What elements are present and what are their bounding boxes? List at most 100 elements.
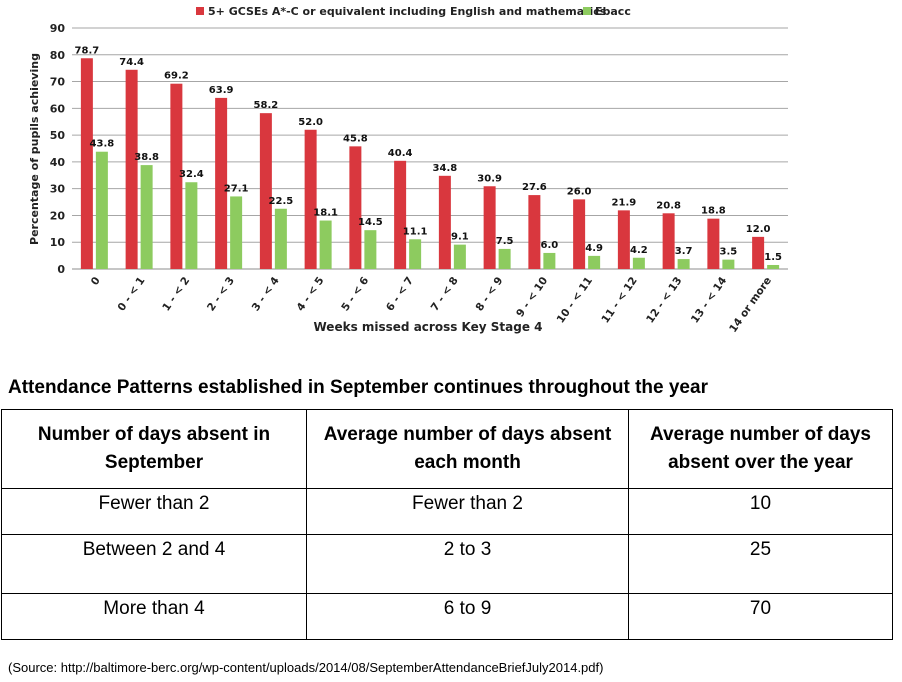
data-label-gcse: 45.8 [343, 133, 368, 144]
bar-ebacc [588, 255, 601, 269]
bar-gcse [215, 97, 228, 269]
bar-ebacc [453, 244, 466, 269]
data-label-gcse: 12.0 [746, 224, 771, 235]
data-label-ebacc: 32.4 [179, 169, 204, 180]
x-tick-label: 3 - < 4 [250, 275, 282, 314]
data-label-ebacc: 3.7 [675, 246, 693, 257]
x-tick-label: 12 - < 13 [644, 275, 684, 326]
x-tick-label: 8 - < 9 [474, 275, 506, 314]
data-label-ebacc: 4.2 [630, 245, 648, 256]
x-tick-label: 1 - < 2 [160, 275, 192, 314]
data-label-gcse: 78.7 [75, 45, 100, 56]
x-tick-label: 14 or more [727, 275, 774, 335]
x-tick-label: 6 - < 7 [384, 275, 416, 314]
table-cell: Between 2 and 4 [1, 534, 307, 594]
y-tick-label: 30 [50, 183, 66, 196]
data-label-gcse: 69.2 [164, 71, 189, 82]
data-label-gcse: 27.6 [522, 182, 547, 193]
data-label-ebacc: 9.1 [451, 232, 469, 243]
source-citation: (Source: http://baltimore-berc.org/wp-co… [8, 660, 604, 675]
bar-chart: 5+ GCSEs A*-C or equivalent including En… [28, 5, 788, 335]
bar-ebacc [140, 165, 153, 269]
chart-data-labels: 78.7 43.8 74.4 38.8 69.2 32.4 63.9 27.1 58.2 22.5… [75, 45, 782, 263]
data-label-gcse: 63.9 [209, 85, 234, 96]
bar-gcse [438, 175, 451, 269]
bar-gcse [170, 83, 183, 269]
y-tick-label: 0 [57, 263, 65, 276]
attendance-table: Number of days absent in September Avera… [1, 409, 893, 640]
bar-ebacc [722, 259, 735, 269]
x-tick-label: 10 - < 11 [555, 275, 595, 326]
data-label-ebacc: 22.5 [269, 196, 294, 207]
y-axis-label: Percentage of pupils achieving [28, 53, 41, 245]
bar-ebacc [185, 182, 198, 269]
data-label-gcse: 20.8 [656, 200, 681, 211]
x-tick-label: 0 [89, 275, 103, 288]
data-label-ebacc: 27.1 [224, 183, 249, 194]
column-header: Number of days absent in September [1, 409, 307, 489]
bar-ebacc [364, 230, 377, 269]
bar-gcse [662, 213, 675, 269]
table-row: More than 4 6 to 9 70 [1, 593, 893, 640]
x-tick-label: 0 - < 1 [116, 275, 148, 314]
legend-label-gcse: 5+ GCSEs A*-C or equivalent including En… [208, 5, 607, 18]
bar-gcse [617, 210, 630, 269]
data-label-ebacc: 3.5 [720, 247, 738, 258]
y-axis-ticks: 0 10 20 30 40 50 60 70 80 90 [50, 22, 66, 276]
data-label-ebacc: 7.5 [496, 236, 514, 247]
bar-gcse [573, 199, 586, 269]
legend-swatch-ebacc [583, 7, 591, 15]
bar-ebacc [677, 259, 690, 269]
table-cell: 2 to 3 [306, 534, 629, 594]
bar-ebacc [498, 248, 511, 269]
data-label-ebacc: 6.0 [541, 240, 559, 251]
data-label-gcse: 52.0 [298, 117, 323, 128]
bar-ebacc [767, 264, 780, 269]
table-row: Fewer than 2 Fewer than 2 10 [1, 488, 893, 535]
table-row: Between 2 and 4 2 to 3 25 [1, 534, 893, 594]
legend-swatch-gcse [196, 7, 204, 15]
y-tick-label: 40 [50, 156, 66, 169]
table-cell: More than 4 [1, 593, 307, 640]
data-label-gcse: 34.8 [433, 163, 458, 174]
table-cell: 25 [628, 534, 893, 594]
bar-gcse [752, 236, 765, 269]
data-label-gcse: 30.9 [477, 173, 502, 184]
x-axis-label: Weeks missed across Key Stage 4 [314, 320, 543, 334]
table-cell: 70 [628, 593, 893, 640]
bar-gcse [707, 218, 720, 269]
data-label-gcse: 40.4 [388, 148, 413, 159]
x-tick-label: 7 - < 8 [429, 275, 461, 314]
bar-gcse [483, 186, 496, 269]
chart-legend: 5+ GCSEs A*-C or equivalent including En… [196, 5, 631, 18]
section-heading: Attendance Patterns established in Septe… [8, 377, 708, 398]
x-tick-label: 11 - < 12 [599, 275, 639, 326]
x-tick-label: 9 - < 10 [514, 275, 550, 320]
x-tick-label: 13 - < 14 [689, 275, 729, 326]
data-label-ebacc: 4.9 [585, 243, 603, 254]
bar-ebacc [409, 239, 422, 269]
chart-bars [80, 58, 780, 270]
data-label-ebacc: 1.5 [764, 252, 782, 263]
y-tick-label: 10 [50, 236, 66, 249]
data-label-ebacc: 14.5 [358, 217, 383, 228]
bar-gcse [80, 58, 93, 270]
bar-ebacc [319, 220, 332, 269]
y-tick-label: 70 [50, 76, 66, 89]
table-cell: 10 [628, 488, 893, 535]
bar-gcse [125, 69, 138, 269]
data-label-ebacc: 38.8 [134, 152, 159, 163]
bar-gcse [259, 113, 272, 269]
bar-gcse [304, 129, 317, 269]
data-label-gcse: 74.4 [119, 57, 144, 68]
bar-gcse [528, 195, 541, 269]
bar-ebacc [230, 196, 243, 269]
data-label-gcse: 21.9 [612, 197, 637, 208]
y-tick-label: 90 [50, 22, 66, 35]
bar-ebacc [632, 257, 645, 269]
y-tick-label: 80 [50, 49, 66, 62]
data-label-gcse: 58.2 [254, 100, 279, 111]
table-cell: Fewer than 2 [1, 488, 307, 535]
data-label-gcse: 18.8 [701, 206, 726, 217]
legend-label-ebacc: Ebacc [595, 5, 631, 18]
